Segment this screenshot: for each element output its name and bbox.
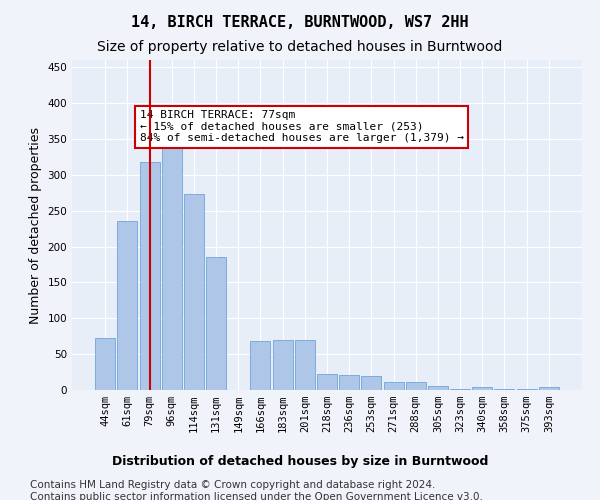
Bar bbox=[339, 375, 359, 390]
Bar bbox=[450, 388, 470, 390]
Bar bbox=[295, 340, 315, 390]
Bar bbox=[494, 388, 514, 390]
Text: 14, BIRCH TERRACE, BURNTWOOD, WS7 2HH: 14, BIRCH TERRACE, BURNTWOOD, WS7 2HH bbox=[131, 15, 469, 30]
Bar bbox=[206, 258, 226, 390]
Y-axis label: Number of detached properties: Number of detached properties bbox=[29, 126, 42, 324]
Bar bbox=[250, 341, 271, 390]
Bar bbox=[95, 338, 115, 390]
Text: Size of property relative to detached houses in Burntwood: Size of property relative to detached ho… bbox=[97, 40, 503, 54]
Bar bbox=[317, 374, 337, 390]
Text: Contains public sector information licensed under the Open Government Licence v3: Contains public sector information licen… bbox=[30, 492, 483, 500]
Bar bbox=[184, 194, 204, 390]
Bar bbox=[118, 220, 137, 390]
Bar bbox=[406, 382, 426, 390]
Bar bbox=[539, 387, 559, 390]
Bar bbox=[162, 124, 182, 390]
Text: 14 BIRCH TERRACE: 77sqm
← 15% of detached houses are smaller (253)
84% of semi-d: 14 BIRCH TERRACE: 77sqm ← 15% of detache… bbox=[140, 110, 464, 144]
Bar bbox=[472, 387, 492, 390]
Bar bbox=[517, 388, 536, 390]
Text: Contains HM Land Registry data © Crown copyright and database right 2024.: Contains HM Land Registry data © Crown c… bbox=[30, 480, 436, 490]
Bar bbox=[361, 376, 382, 390]
Bar bbox=[272, 340, 293, 390]
Bar bbox=[428, 386, 448, 390]
Bar bbox=[383, 382, 404, 390]
Text: Distribution of detached houses by size in Burntwood: Distribution of detached houses by size … bbox=[112, 455, 488, 468]
Bar bbox=[140, 162, 160, 390]
